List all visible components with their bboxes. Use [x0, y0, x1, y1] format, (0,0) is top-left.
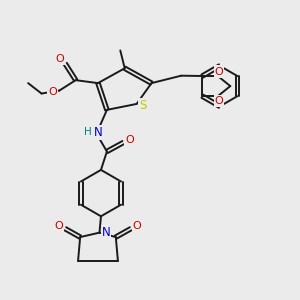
Text: O: O — [54, 221, 63, 231]
Text: N: N — [102, 226, 110, 239]
Text: N: N — [94, 126, 102, 139]
Text: O: O — [214, 67, 224, 76]
Text: O: O — [125, 135, 134, 145]
Text: O: O — [48, 87, 57, 97]
Text: O: O — [133, 221, 142, 231]
Text: O: O — [56, 54, 64, 64]
Text: H: H — [84, 127, 92, 137]
Text: O: O — [214, 96, 224, 106]
Text: S: S — [140, 99, 147, 112]
